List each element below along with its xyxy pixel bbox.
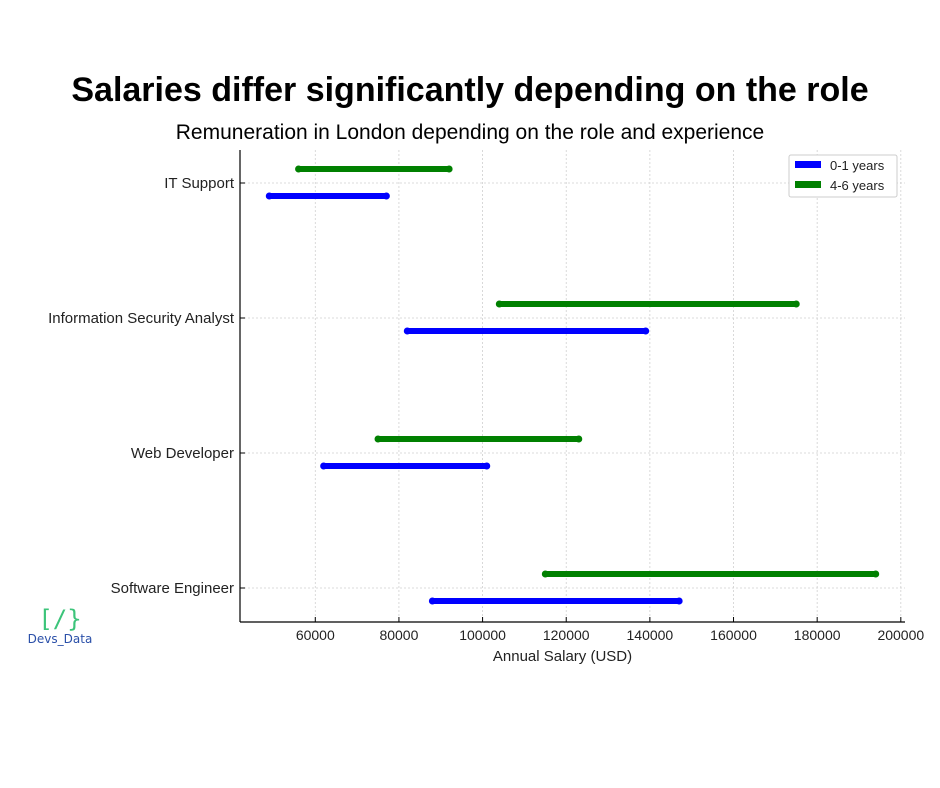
range-end-marker — [675, 597, 683, 605]
legend-label: 4-6 years — [830, 178, 885, 193]
x-tick-label: 140000 — [627, 627, 674, 643]
x-tick-label: 180000 — [794, 627, 841, 643]
y-tick-label: Software Engineer — [111, 580, 234, 597]
legend-label: 0-1 years — [830, 158, 885, 173]
range-start-marker — [374, 435, 382, 443]
logo-name: Devs_Data — [27, 632, 93, 646]
x-tick-label: 100000 — [459, 627, 506, 643]
x-axis-label: Annual Salary (USD) — [493, 648, 632, 665]
range-end-marker — [382, 192, 390, 200]
x-tick-label: 160000 — [710, 627, 757, 643]
logo-glyph: [/} — [38, 605, 82, 633]
range-start-marker — [320, 462, 328, 470]
chart-title: Salaries differ significantly depending … — [71, 71, 869, 109]
range-end-marker — [483, 462, 491, 470]
y-tick-label: Web Developer — [131, 445, 234, 462]
chart-subtitle: Remuneration in London depending on the … — [175, 121, 765, 144]
range-start-marker — [403, 327, 411, 335]
range-start-marker — [541, 570, 549, 578]
x-tick-label: 80000 — [379, 627, 418, 643]
range-start-marker — [428, 597, 436, 605]
range-end-marker — [642, 327, 650, 335]
x-tick-label: 200000 — [877, 627, 924, 643]
range-end-marker — [575, 435, 583, 443]
range-end-marker — [792, 300, 800, 308]
range-start-marker — [495, 300, 503, 308]
devs-data-logo: [/} Devs_Data — [24, 606, 96, 646]
x-tick-label: 60000 — [296, 627, 335, 643]
y-tick-label: Information Security Analyst — [48, 310, 235, 327]
range-end-marker — [445, 165, 453, 173]
range-start-marker — [265, 192, 273, 200]
range-end-marker — [872, 570, 880, 578]
y-tick-label: IT Support — [164, 175, 235, 192]
x-tick-label: 120000 — [543, 627, 590, 643]
legend-swatch — [795, 161, 821, 168]
range-start-marker — [295, 165, 303, 173]
legend-swatch — [795, 181, 821, 188]
